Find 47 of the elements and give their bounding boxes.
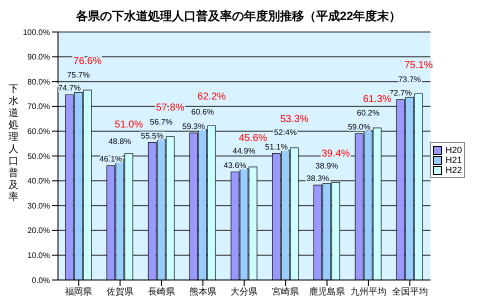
data-label: 59.0% [348, 122, 371, 132]
y-tick-label: 50.0% [27, 152, 50, 161]
data-label: 55.5% [140, 131, 164, 140]
data-label: 38.9% [315, 162, 338, 171]
y-tick-label: 60.0% [27, 127, 50, 136]
data-label: 62.2% [197, 92, 226, 103]
data-label: 72.7% [389, 88, 412, 98]
legend-label: H22 [445, 165, 462, 175]
data-label: 75.1% [404, 60, 433, 71]
data-label: 46.1% [99, 154, 122, 164]
y-tick-label: 30.0% [27, 201, 50, 210]
x-tick-label: 全国平均 [392, 286, 428, 296]
legend-label: H21 [445, 155, 462, 165]
data-label: 60.2% [356, 108, 380, 118]
data-label: 60.6% [191, 108, 214, 117]
data-label: 74.7% [58, 84, 81, 93]
data-label: 53.3% [280, 114, 309, 125]
data-label: 76.6% [73, 56, 102, 68]
data-label: 48.8% [108, 136, 132, 146]
y-tick-label: 70.0% [27, 102, 50, 112]
x-tick-label: 長崎県 [148, 286, 175, 296]
data-label: 61.3% [362, 94, 392, 105]
data-label: 51.0% [114, 120, 144, 131]
chart-title: 各県の下水道処理人口普及率の年度別推移（平成22年度末） [74, 8, 402, 24]
x-tick-label: 宮崎県 [272, 286, 300, 296]
y-tick-label: 40.0% [27, 176, 50, 186]
data-label: 59.3% [182, 122, 205, 131]
data-label: 75.7% [67, 70, 90, 80]
x-tick-label: 鹿児島県 [309, 286, 346, 296]
data-label: 43.6% [224, 160, 246, 170]
y-tick-label: 0.0% [32, 276, 50, 285]
y-tick-label: 100.0% [22, 28, 50, 37]
x-tick-label: 熊本県 [189, 286, 216, 296]
x-tick-label: 大分県 [230, 286, 258, 296]
text: 下水道処理人口普及率 [8, 84, 18, 203]
y-tick-label: 90.0% [27, 52, 50, 62]
x-tick-label: 福岡県 [65, 286, 92, 296]
x-tick-label: 九州平均 [350, 286, 386, 296]
y-tick-label: 10.0% [27, 251, 50, 260]
legend-label: H20 [445, 145, 462, 155]
y-tick-label: 20.0% [27, 226, 50, 236]
data-label: 45.6% [238, 132, 268, 144]
x-tick-label: 佐賀県 [106, 286, 134, 296]
data-label: 56.7% [150, 117, 173, 126]
data-label: 44.9% [232, 146, 256, 156]
y-tick-label: 80.0% [27, 77, 50, 86]
data-label: 51.1% [265, 142, 288, 152]
